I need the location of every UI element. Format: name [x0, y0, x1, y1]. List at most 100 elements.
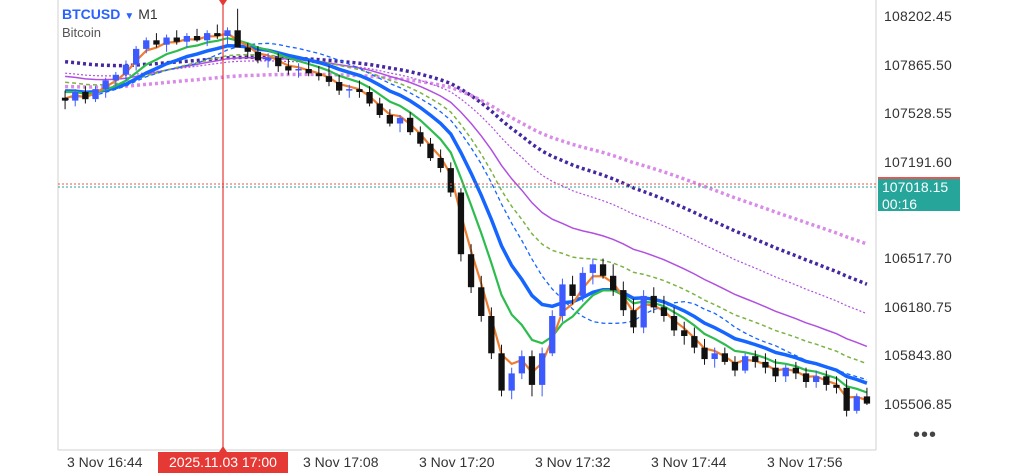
symbol-selector[interactable]: BTCUSD ▼ M1 [62, 6, 158, 22]
candle-body [711, 353, 718, 359]
candle-body [640, 295, 647, 328]
candle-body [275, 57, 282, 67]
candle-body [224, 30, 231, 36]
price-axis-label: 107528.55 [884, 105, 952, 121]
candle-body [366, 92, 373, 104]
candle-body [417, 132, 424, 144]
time-axis-label: 3 Nov 17:08 [303, 454, 379, 470]
candle-body [478, 287, 485, 316]
candle-body [660, 307, 668, 316]
candle-body [833, 384, 840, 388]
candle-body [681, 330, 688, 336]
ma-purple-thin-dotted-line [65, 60, 868, 315]
price-axis-label: 108202.45 [884, 8, 952, 24]
candle-body [173, 37, 180, 42]
candle-body [802, 373, 810, 382]
candle-body [650, 295, 657, 308]
candle-body [244, 47, 251, 52]
ma-green-line [65, 37, 868, 394]
symbol-name[interactable]: BTCUSD [62, 6, 121, 22]
current-price: 107018.15 [882, 179, 949, 195]
price-axis-label: 107865.50 [884, 57, 952, 73]
ma-lightgreen-dashed-line [65, 53, 868, 365]
candle-body [539, 353, 546, 385]
candle-body [305, 69, 312, 74]
candle-body [488, 316, 495, 354]
candle-body [508, 373, 515, 391]
crosshair-top-marker [219, 0, 227, 6]
crosshair-time-label: 2025.11.03 17:00 [158, 452, 288, 473]
triangle-down-icon[interactable]: ▼ [124, 11, 135, 22]
candle-body [752, 356, 759, 362]
candle-body [772, 367, 779, 377]
candle-body [122, 64, 130, 75]
candle-body [325, 76, 333, 82]
timeframe-label[interactable]: M1 [138, 6, 158, 22]
candle-body [670, 316, 678, 331]
candle-body [336, 82, 343, 91]
symbol-description: Bitcoin [62, 25, 102, 40]
price-axis-label: 107191.60 [884, 154, 952, 170]
candle-body [254, 51, 262, 61]
ma-orange-line [64, 31, 868, 402]
candle-body [153, 40, 160, 45]
candle-body [863, 396, 871, 404]
candle-body [742, 356, 749, 371]
candle-body [701, 347, 708, 360]
candle-body [457, 192, 465, 255]
candle-body [467, 254, 475, 288]
candle-body [569, 284, 576, 296]
candle-body [610, 275, 617, 291]
candle-body [295, 69, 302, 71]
candle-body [183, 36, 190, 42]
candle-body [731, 361, 739, 371]
bar-countdown: 00:16 [882, 196, 918, 212]
candle-body [843, 387, 850, 411]
candle-body [102, 80, 109, 90]
ma-blue-line [65, 44, 868, 385]
candle-body [112, 74, 119, 81]
candle-body [599, 264, 607, 276]
candle-body [518, 356, 525, 374]
candle-body [528, 356, 536, 385]
more-dots-icon[interactable]: ••• [913, 424, 938, 446]
time-axis-label: 3 Nov 17:32 [535, 454, 611, 470]
ma-blue-dashed-line [64, 42, 868, 381]
candle-body [559, 284, 566, 316]
candle-body [782, 367, 789, 377]
candle-body [792, 367, 799, 374]
candle-body [356, 89, 363, 92]
candle-body [193, 36, 201, 41]
candle-body [549, 316, 556, 354]
bid-line-marker [878, 177, 960, 179]
candle-body [407, 117, 414, 133]
ma-navy-dotted-line [64, 55, 868, 286]
candle-body [133, 48, 140, 65]
price-axis-label: 105843.80 [884, 347, 952, 363]
candle-body [691, 336, 698, 348]
crosshair-bottom-marker [219, 446, 227, 452]
time-axis-label: 3 Nov 17:20 [419, 454, 495, 470]
time-axis-label: 3 Nov 17:56 [767, 454, 843, 470]
candle-body [386, 115, 393, 124]
candle-body [721, 353, 728, 362]
candle-body [823, 376, 830, 385]
candle-body [620, 290, 627, 311]
ma-purple-line [65, 56, 868, 348]
candle-body [589, 264, 596, 273]
candle-body [853, 396, 860, 411]
current-price-badge: 107018.15 00:16 [878, 177, 960, 212]
candle-body [579, 272, 586, 296]
candle-body [82, 92, 89, 100]
candle-body [346, 89, 353, 91]
candle-body [762, 361, 769, 368]
time-axis-label: 3 Nov 17:44 [651, 454, 727, 470]
price-axis-label: 105506.85 [884, 396, 952, 412]
candle-body [498, 353, 505, 391]
candle-body [447, 168, 454, 193]
candle-body [813, 376, 820, 382]
candle-body [234, 30, 241, 48]
candle-body [72, 92, 79, 101]
